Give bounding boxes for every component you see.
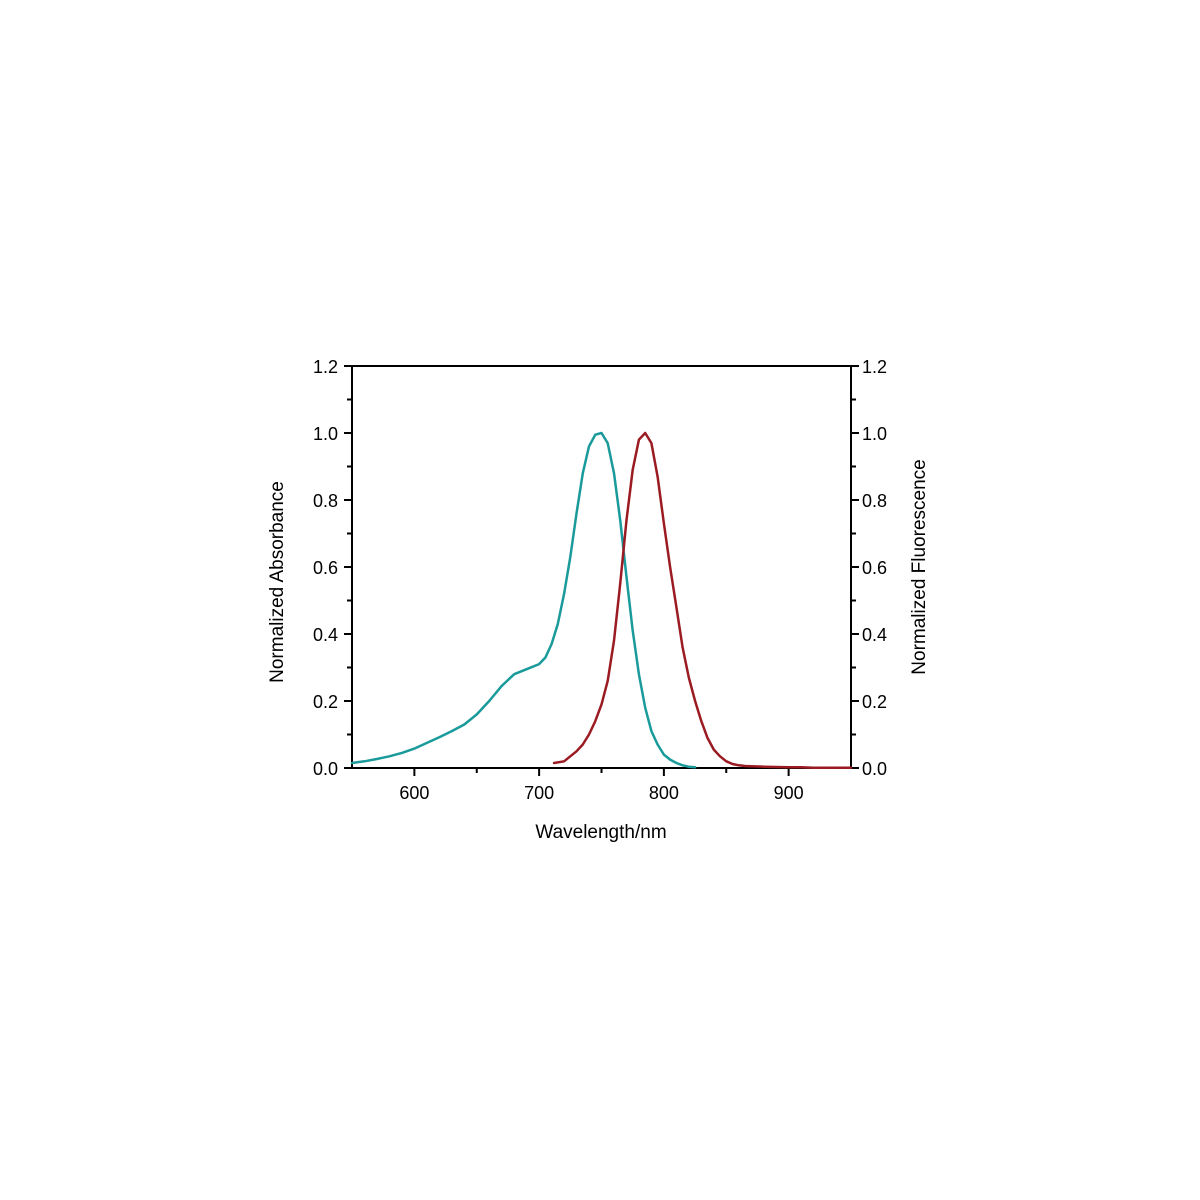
y-right-tick-label: 0.2	[862, 692, 887, 712]
y-right-tick-label: 0.8	[862, 491, 887, 511]
y-right-tick-label: 1.2	[862, 357, 887, 377]
x-axis-title: Wavelength/nm	[535, 822, 666, 843]
fluorescence-line	[552, 431, 853, 769]
series-group	[350, 431, 853, 769]
y-left-tick-label: 1.0	[313, 424, 338, 444]
y-axis-title-left: Normalized Absorbance	[267, 481, 288, 683]
y-left-tick-label: 0.8	[313, 491, 338, 511]
y-left-tick-label: 0.2	[313, 692, 338, 712]
y-left-tick-label: 1.2	[313, 357, 338, 377]
y-right-tick-label: 0.0	[862, 759, 887, 779]
x-tick-label: 600	[399, 783, 429, 803]
x-tick-label: 900	[774, 783, 804, 803]
y-right-tick-label: 0.4	[862, 625, 887, 645]
y-right-tick-label: 1.0	[862, 424, 887, 444]
y-left-tick-label: 0.6	[313, 558, 338, 578]
absorbance-line	[350, 431, 697, 769]
axis-ticks	[344, 365, 859, 776]
y-right-tick-label: 0.6	[862, 558, 887, 578]
y-left-tick-label: 0.4	[313, 625, 338, 645]
y-left-tick-label: 0.0	[313, 759, 338, 779]
y-axis-title-right: Normalized Fluorescence	[909, 459, 930, 674]
x-tick-label: 700	[524, 783, 554, 803]
x-tick-label: 800	[649, 783, 679, 803]
tick-labels: 600 700 800 900 0.0 0.0 0.2 0.2 0.4 0.4 0.6 0.6 0.8 0…	[313, 357, 887, 803]
